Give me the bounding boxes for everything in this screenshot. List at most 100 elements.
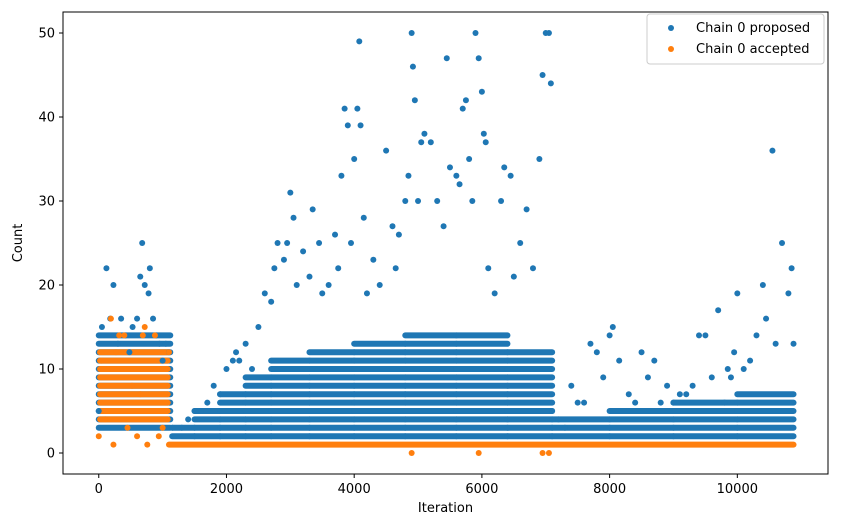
- proposed-point: [411, 97, 418, 104]
- point-band: [351, 366, 409, 372]
- proposed-point: [114, 340, 121, 347]
- point-band: [242, 374, 275, 381]
- point-band: [504, 424, 556, 431]
- proposed-point: [145, 290, 152, 297]
- proposed-point: [453, 172, 460, 179]
- proposed-point: [485, 265, 492, 272]
- proposed-point: [482, 139, 489, 146]
- point-band: [268, 357, 313, 364]
- proposed-point: [150, 315, 157, 322]
- proposed-point: [644, 374, 651, 381]
- proposed-point: [335, 265, 342, 272]
- proposed-point: [139, 240, 146, 246]
- legend: Chain 0 proposed Chain 0 accepted: [646, 13, 825, 65]
- proposed-point: [319, 290, 326, 297]
- accepted-point: [159, 424, 166, 431]
- point-band: [549, 433, 613, 440]
- proposed-point: [309, 206, 316, 213]
- proposed-point: [759, 282, 766, 288]
- point-band: [97, 391, 171, 398]
- proposed-point: [249, 366, 256, 372]
- x-tick-label: 8000: [593, 482, 626, 497]
- point-band: [191, 424, 224, 431]
- plot-frame: [62, 11, 829, 475]
- proposed-point: [616, 357, 623, 364]
- point-band: [453, 357, 511, 364]
- proposed-point: [561, 424, 568, 431]
- point-band: [504, 349, 556, 356]
- proposed-point: [159, 357, 166, 364]
- proposed-point: [402, 198, 409, 204]
- point-band: [351, 382, 409, 389]
- proposed-point: [217, 391, 224, 398]
- proposed-point: [110, 282, 117, 288]
- proposed-point: [185, 416, 192, 423]
- point-band: [453, 374, 511, 381]
- accepted-point: [137, 391, 144, 398]
- accepted-point: [162, 408, 169, 414]
- point-band: [97, 374, 171, 381]
- proposed-point: [769, 147, 776, 154]
- point-band: [268, 391, 313, 398]
- point-band: [504, 366, 556, 372]
- proposed-point: [268, 298, 275, 305]
- point-band: [504, 391, 556, 398]
- point-band: [351, 416, 409, 423]
- point-band: [453, 382, 511, 389]
- point-band: [402, 357, 460, 364]
- proposed-point: [204, 399, 211, 406]
- point-band: [606, 433, 677, 440]
- point-band: [268, 366, 313, 372]
- accepted-point: [408, 450, 415, 456]
- proposed-point: [462, 97, 469, 104]
- point-band: [268, 382, 313, 389]
- proposed-point: [539, 72, 546, 78]
- point-band: [453, 408, 511, 414]
- y-tick-label: 40: [38, 111, 55, 126]
- proposed-point: [162, 340, 169, 347]
- point-band: [402, 382, 460, 389]
- proposed-point: [344, 122, 351, 129]
- point-band: [242, 382, 275, 389]
- point-band: [402, 408, 460, 414]
- point-band: [306, 408, 358, 414]
- proposed-point: [363, 290, 370, 297]
- proposed-point: [491, 290, 498, 297]
- point-band: [306, 399, 358, 406]
- point-band: [453, 433, 511, 440]
- accepted-point: [116, 332, 123, 339]
- point-band: [402, 332, 460, 339]
- proposed-point: [772, 340, 779, 347]
- y-axis-label: Count: [11, 224, 26, 263]
- point-band: [734, 433, 797, 440]
- point-band: [306, 366, 358, 372]
- point-band: [166, 441, 797, 448]
- accepted-point: [102, 416, 109, 423]
- point-band: [402, 340, 460, 347]
- point-band: [734, 399, 797, 406]
- proposed-point: [657, 399, 664, 406]
- point-band: [504, 382, 556, 389]
- accepted-point: [107, 315, 114, 322]
- point-band: [217, 408, 249, 414]
- proposed-point: [280, 256, 287, 263]
- accepted-point: [141, 324, 148, 330]
- proposed-point: [593, 349, 600, 356]
- proposed-point: [118, 315, 125, 322]
- proposed-point: [696, 332, 703, 339]
- proposed-point: [574, 399, 581, 406]
- point-band: [606, 408, 677, 414]
- proposed-point: [274, 240, 281, 246]
- accepted-point: [113, 349, 120, 356]
- proposed-point: [223, 366, 230, 372]
- proposed-point: [788, 265, 795, 272]
- proposed-point: [169, 424, 176, 431]
- proposed-point: [549, 408, 556, 414]
- point-band: [306, 416, 358, 423]
- point-band: [453, 332, 511, 339]
- point-band: [351, 391, 409, 398]
- proposed-point: [480, 130, 487, 137]
- point-band: [351, 408, 409, 414]
- proposed-point: [137, 273, 144, 280]
